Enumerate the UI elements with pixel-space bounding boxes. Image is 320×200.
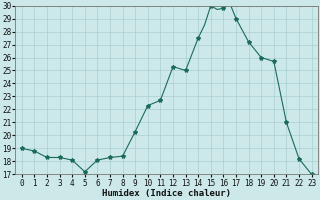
X-axis label: Humidex (Indice chaleur): Humidex (Indice chaleur) xyxy=(102,189,231,198)
